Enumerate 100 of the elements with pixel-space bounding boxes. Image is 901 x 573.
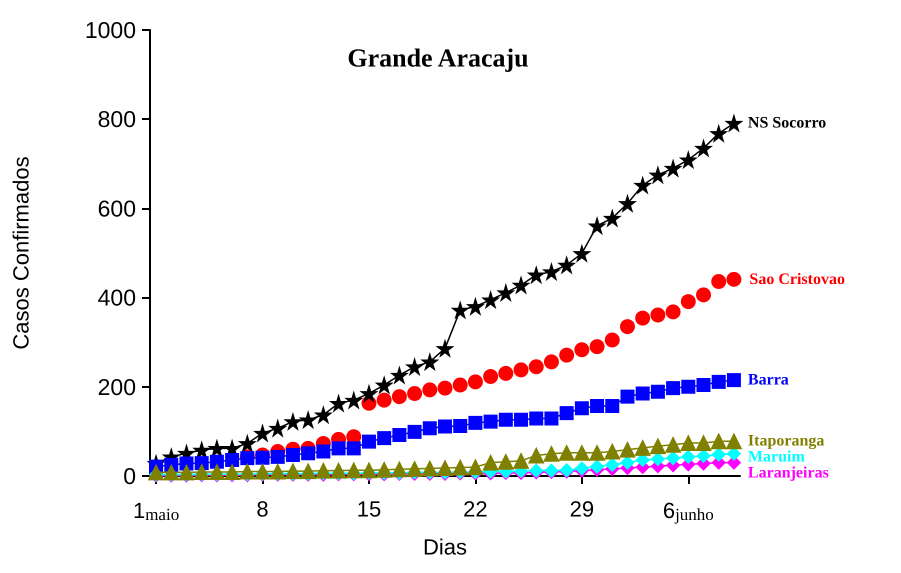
point xyxy=(634,176,652,194)
point xyxy=(712,374,726,389)
point xyxy=(528,447,544,464)
point xyxy=(239,464,256,480)
y-tick-label: 800 xyxy=(98,106,136,132)
point xyxy=(330,462,347,479)
point xyxy=(665,436,682,453)
point xyxy=(301,446,316,460)
point xyxy=(467,459,484,476)
point xyxy=(620,456,634,470)
series-label: Sao Cristovao xyxy=(749,270,845,288)
point xyxy=(453,419,468,434)
point xyxy=(270,450,285,464)
point xyxy=(269,420,286,437)
point xyxy=(346,441,361,456)
point xyxy=(256,450,270,465)
point xyxy=(438,380,452,396)
point xyxy=(618,194,636,212)
point xyxy=(377,431,392,446)
point xyxy=(604,210,621,227)
x-axis-title: Dias xyxy=(422,534,468,560)
y-tick-label: 600 xyxy=(98,195,136,222)
point xyxy=(436,340,454,357)
point xyxy=(650,307,666,322)
point xyxy=(558,444,575,461)
point xyxy=(650,438,666,454)
point xyxy=(681,380,696,394)
x-tick-label: 1maio xyxy=(132,498,180,524)
point xyxy=(573,244,590,262)
point xyxy=(620,319,635,334)
series-label: NS Socorro xyxy=(748,114,826,132)
point xyxy=(376,392,392,408)
point xyxy=(316,444,330,458)
point xyxy=(590,460,604,474)
point xyxy=(483,369,498,384)
series-label: Barra xyxy=(748,372,789,389)
point xyxy=(254,464,271,480)
point xyxy=(513,452,530,469)
point xyxy=(666,381,680,396)
point xyxy=(438,419,452,434)
x-tick-label: 22 xyxy=(463,496,488,522)
point xyxy=(270,464,286,480)
point xyxy=(390,366,408,384)
point xyxy=(589,444,606,461)
point xyxy=(681,450,696,464)
point xyxy=(512,276,530,294)
point xyxy=(680,151,697,168)
point xyxy=(484,414,498,429)
point xyxy=(574,444,590,461)
point xyxy=(332,441,346,456)
point xyxy=(574,342,590,358)
point xyxy=(466,298,484,316)
point xyxy=(498,454,514,470)
point xyxy=(636,386,650,400)
point xyxy=(360,462,377,478)
point xyxy=(482,454,499,471)
point xyxy=(360,384,378,402)
text: Grande Aracaju xyxy=(347,44,529,72)
point xyxy=(710,433,727,450)
point xyxy=(588,217,606,234)
point xyxy=(148,464,164,480)
series-label: Maruim xyxy=(748,448,806,466)
point xyxy=(178,464,194,480)
point xyxy=(468,416,482,430)
point xyxy=(224,464,240,480)
point xyxy=(590,398,604,413)
point xyxy=(514,412,528,427)
point xyxy=(528,359,544,374)
x-tick-label: 15 xyxy=(356,496,382,522)
y-tick-label: 400 xyxy=(98,284,136,311)
point xyxy=(604,443,620,460)
point xyxy=(712,448,726,462)
point xyxy=(391,461,408,478)
point xyxy=(300,411,317,428)
point xyxy=(498,412,513,427)
point xyxy=(695,140,712,157)
point xyxy=(725,114,742,132)
point xyxy=(650,384,665,399)
point xyxy=(711,274,726,290)
point xyxy=(422,382,438,398)
point xyxy=(208,464,225,480)
point xyxy=(254,424,272,442)
point xyxy=(452,302,469,319)
point xyxy=(314,406,332,424)
point xyxy=(666,304,681,320)
point xyxy=(376,376,393,394)
point xyxy=(634,440,651,456)
point xyxy=(710,124,728,142)
point xyxy=(558,256,576,274)
point xyxy=(284,463,301,480)
point xyxy=(514,362,529,378)
point xyxy=(543,446,560,462)
point xyxy=(560,406,574,420)
point xyxy=(666,451,680,466)
point xyxy=(605,458,620,472)
y-tick-label: 200 xyxy=(98,374,136,400)
point xyxy=(468,374,483,390)
point xyxy=(528,266,545,284)
y-tick-label: 0 xyxy=(123,463,136,489)
point xyxy=(330,394,348,412)
